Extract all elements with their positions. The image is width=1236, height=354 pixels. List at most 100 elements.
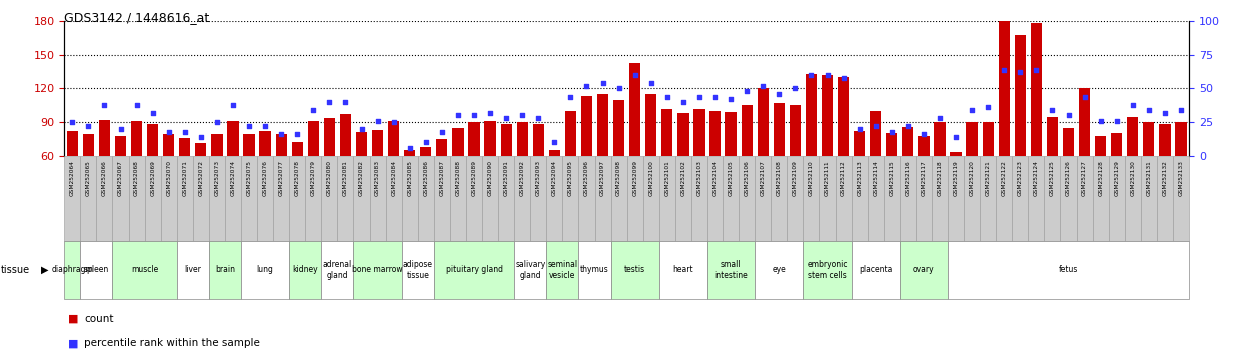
Point [754, 83, 774, 88]
Bar [546, 156, 562, 241]
Text: GSM252128: GSM252128 [1098, 160, 1104, 196]
Text: bone marrow: bone marrow [352, 266, 403, 274]
Point [1075, 94, 1095, 99]
Text: GSM252092: GSM252092 [519, 160, 525, 196]
Bar [257, 156, 273, 241]
Text: spleen: spleen [84, 266, 109, 274]
Bar [321, 156, 337, 241]
Text: GSM252066: GSM252066 [101, 160, 108, 196]
Point [158, 129, 179, 135]
Bar [595, 156, 611, 241]
Bar [790, 105, 801, 156]
Point [915, 131, 934, 137]
Bar [1031, 23, 1042, 156]
Bar [803, 156, 819, 241]
Bar [177, 241, 209, 299]
Bar [836, 156, 852, 241]
Point [593, 80, 613, 86]
Text: GSM252108: GSM252108 [776, 160, 782, 196]
Point [834, 75, 854, 81]
Text: GSM252130: GSM252130 [1130, 160, 1136, 196]
Bar [80, 156, 96, 241]
Bar [659, 241, 707, 299]
Text: pituitary gland: pituitary gland [445, 266, 503, 274]
Text: GSM252065: GSM252065 [85, 160, 91, 196]
Text: tissue: tissue [1, 265, 31, 275]
Bar [1125, 156, 1141, 241]
Bar [468, 122, 480, 156]
Text: GSM252084: GSM252084 [391, 160, 397, 196]
Text: GSM252082: GSM252082 [358, 160, 365, 196]
Text: GDS3142 / 1448616_at: GDS3142 / 1448616_at [64, 11, 210, 24]
Bar [372, 130, 383, 156]
Bar [96, 156, 112, 241]
Text: GSM252111: GSM252111 [824, 160, 831, 196]
Text: GSM252126: GSM252126 [1065, 160, 1072, 196]
Bar [755, 156, 771, 241]
Bar [581, 96, 592, 156]
Text: GSM252105: GSM252105 [728, 160, 734, 196]
Text: GSM252070: GSM252070 [166, 160, 172, 196]
Text: GSM252123: GSM252123 [1017, 160, 1023, 196]
Point [272, 131, 292, 137]
Point [1140, 107, 1159, 113]
Text: kidney: kidney [293, 266, 318, 274]
Bar [466, 156, 482, 241]
Bar [787, 156, 803, 241]
Text: GSM252068: GSM252068 [133, 160, 140, 196]
Bar [289, 156, 305, 241]
Bar [260, 131, 271, 156]
Bar [803, 241, 852, 299]
Bar [597, 94, 608, 156]
Text: GSM252087: GSM252087 [439, 160, 445, 196]
Text: muscle: muscle [131, 266, 158, 274]
Text: GSM252097: GSM252097 [599, 160, 606, 196]
Bar [707, 156, 723, 241]
Text: GSM252074: GSM252074 [230, 160, 236, 196]
Bar [530, 156, 546, 241]
Point [1043, 107, 1063, 113]
Text: GSM252110: GSM252110 [808, 160, 815, 196]
Point [449, 113, 468, 118]
Bar [1060, 156, 1077, 241]
Bar [613, 100, 624, 156]
Bar [852, 241, 900, 299]
Text: GSM252075: GSM252075 [246, 160, 252, 196]
Point [658, 94, 677, 99]
Bar [980, 156, 996, 241]
Point [336, 99, 356, 105]
Text: lung: lung [257, 266, 273, 274]
Text: GSM252114: GSM252114 [873, 160, 879, 196]
Text: GSM252081: GSM252081 [342, 160, 349, 196]
Bar [514, 156, 530, 241]
Bar [292, 142, 303, 156]
Text: GSM252093: GSM252093 [535, 160, 541, 196]
Text: GSM252113: GSM252113 [857, 160, 863, 196]
Text: GSM252132: GSM252132 [1162, 160, 1168, 196]
Text: seminal
vesicle: seminal vesicle [548, 260, 577, 280]
Bar [1143, 122, 1154, 156]
Bar [324, 118, 335, 156]
Bar [643, 156, 659, 241]
Bar [884, 156, 900, 241]
Bar [418, 156, 434, 241]
Bar [709, 111, 721, 156]
Point [561, 94, 581, 99]
Point [1091, 118, 1111, 124]
Text: GSM252073: GSM252073 [214, 160, 220, 196]
Bar [819, 156, 836, 241]
Bar [340, 114, 351, 156]
Bar [485, 121, 496, 156]
Point [529, 115, 549, 121]
Bar [868, 156, 884, 241]
Bar [434, 241, 514, 299]
Point [674, 99, 693, 105]
Text: GSM252094: GSM252094 [551, 160, 557, 196]
Bar [514, 241, 546, 299]
Point [127, 102, 146, 108]
Bar [501, 124, 512, 156]
Bar [145, 156, 161, 241]
Text: GSM252064: GSM252064 [69, 160, 75, 196]
Bar [289, 241, 321, 299]
Bar [629, 63, 640, 156]
